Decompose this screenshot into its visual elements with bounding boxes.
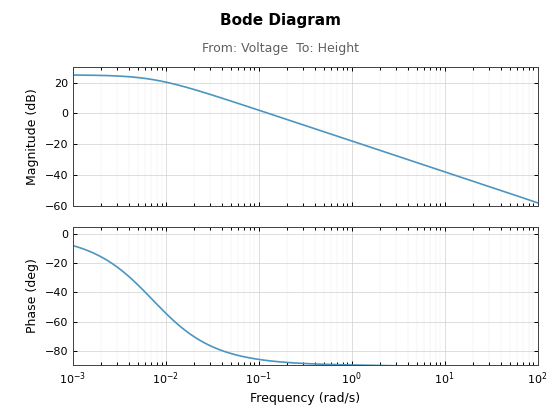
Y-axis label: Phase (deg): Phase (deg) xyxy=(26,259,39,333)
Text: Bode Diagram: Bode Diagram xyxy=(220,13,340,28)
Y-axis label: Magnitude (dB): Magnitude (dB) xyxy=(26,88,39,185)
X-axis label: Frequency (rad/s): Frequency (rad/s) xyxy=(250,392,360,405)
Text: From: Voltage  To: Height: From: Voltage To: Height xyxy=(202,42,358,55)
